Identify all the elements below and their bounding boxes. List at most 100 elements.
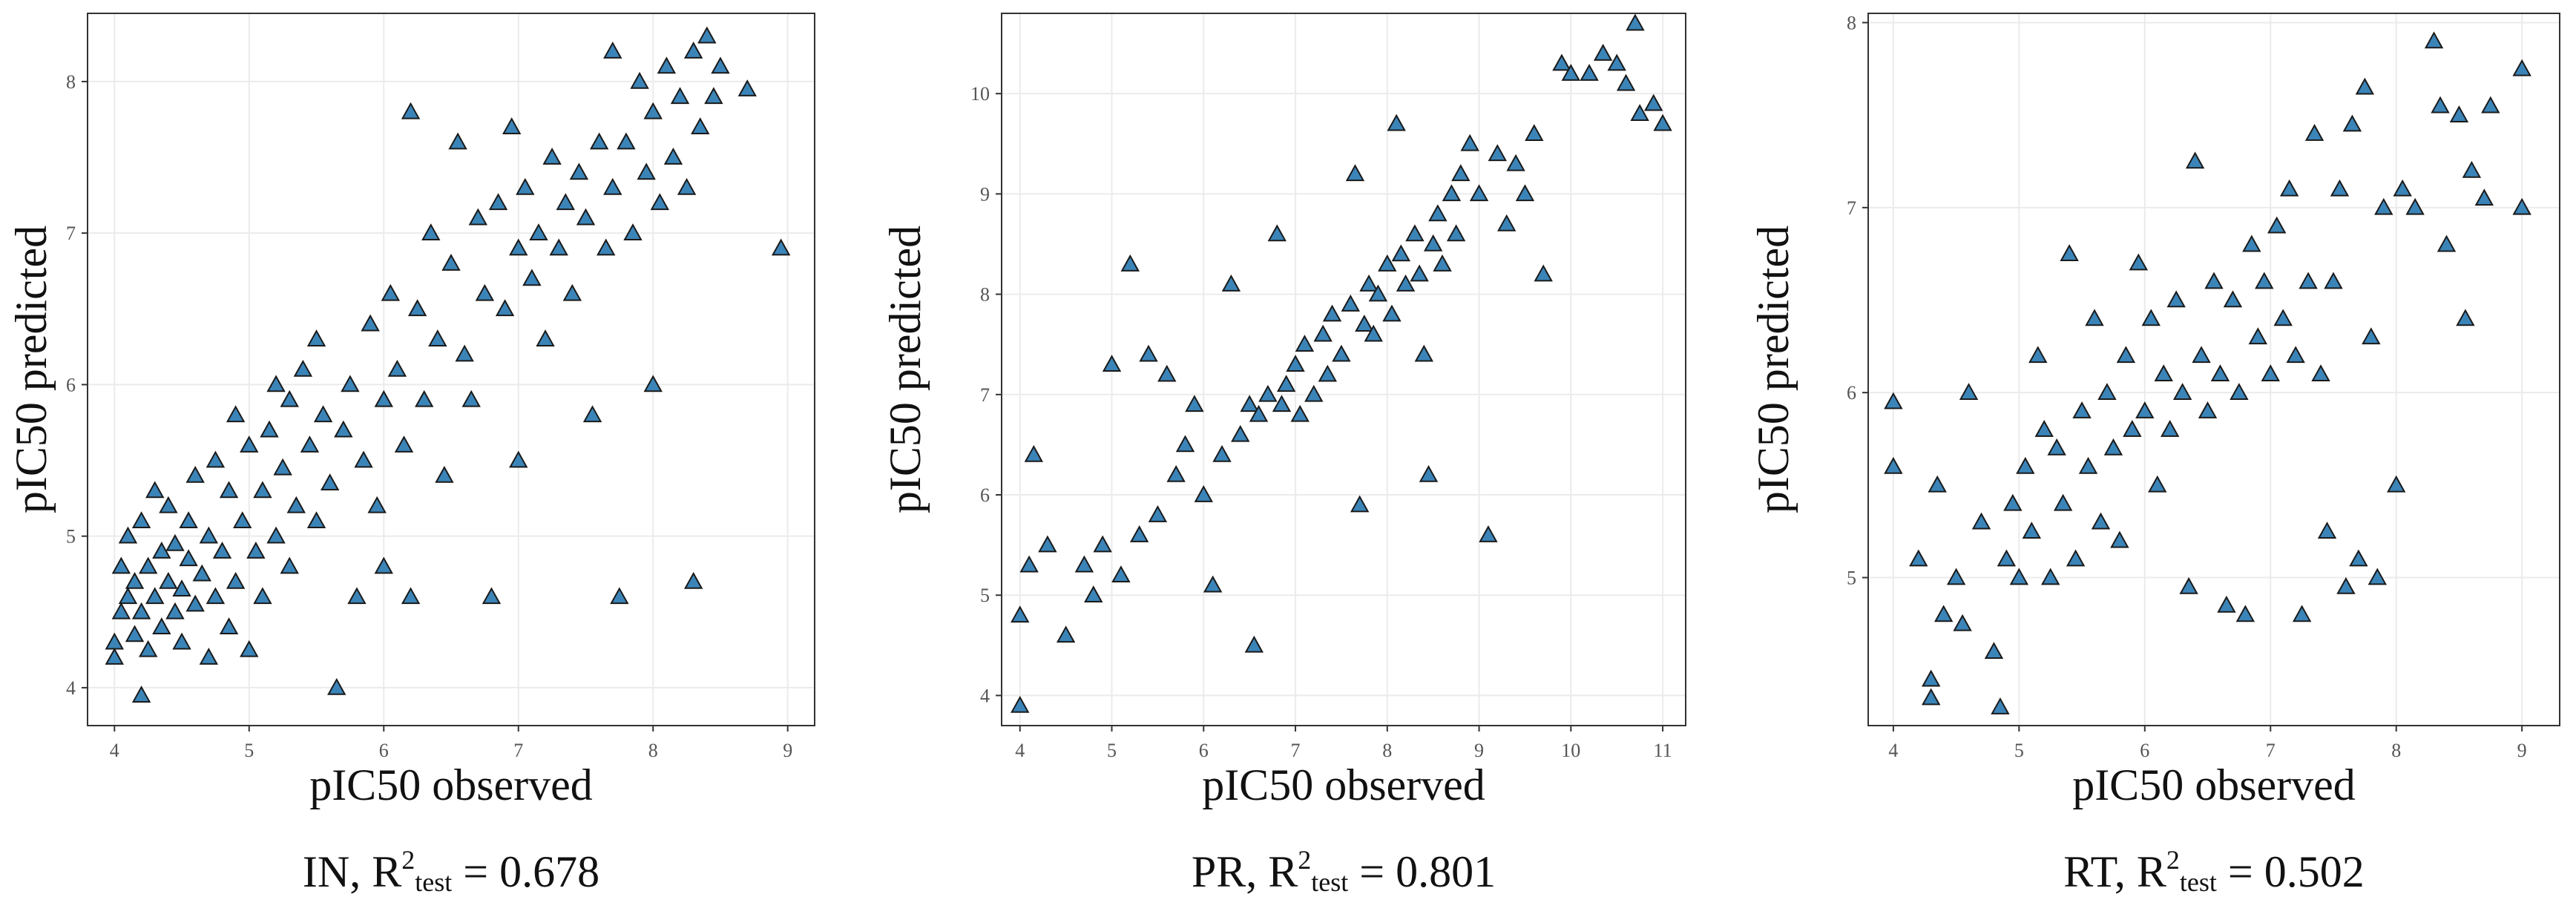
data-point xyxy=(260,420,279,438)
data-point xyxy=(562,283,582,301)
data-point xyxy=(1460,134,1479,151)
data-point xyxy=(1231,424,1250,442)
data-point xyxy=(643,102,663,119)
data-point xyxy=(1630,104,1649,122)
data-point xyxy=(1295,335,1315,352)
data-point xyxy=(2135,401,2155,418)
data-point xyxy=(1221,275,1241,292)
caption-superscript: 2 xyxy=(2166,845,2180,875)
data-point xyxy=(2431,96,2450,114)
data-point xyxy=(1423,234,1443,252)
data-point xyxy=(1997,549,2017,567)
data-point xyxy=(2198,401,2218,418)
data-point xyxy=(199,526,219,544)
data-point xyxy=(401,102,421,119)
data-point xyxy=(1534,264,1553,282)
data-point xyxy=(145,587,165,605)
data-point xyxy=(2267,216,2287,234)
data-point xyxy=(2279,179,2299,197)
data-point xyxy=(1909,549,1928,567)
data-point xyxy=(320,473,340,490)
data-point xyxy=(293,359,313,377)
data-point xyxy=(2261,364,2280,382)
data-point xyxy=(1102,355,1122,372)
x-axis-title: pIC50 observed xyxy=(2072,760,2356,809)
data-point xyxy=(1428,204,1448,222)
caption-value: = 0.502 xyxy=(2217,847,2365,896)
data-point xyxy=(2003,493,2023,511)
data-point xyxy=(589,132,609,150)
x-tick-label: 8 xyxy=(1382,740,1392,761)
data-point xyxy=(1038,535,1057,553)
data-point xyxy=(286,496,306,513)
y-axis-title: pIC50 predicted xyxy=(1749,226,1798,513)
data-point xyxy=(361,314,380,332)
data-point xyxy=(1318,364,1338,382)
data-point xyxy=(152,542,171,559)
panel-caption: PR, R2test = 0.801 xyxy=(1192,845,1496,897)
y-axis-title: pIC50 predicted xyxy=(7,226,56,513)
data-point xyxy=(2009,568,2029,585)
data-point xyxy=(1884,456,1903,474)
data-point xyxy=(138,640,158,657)
data-point xyxy=(253,587,272,605)
data-point xyxy=(1272,395,1292,413)
x-tick-label: 5 xyxy=(2014,740,2024,761)
data-point xyxy=(2512,197,2531,215)
data-point xyxy=(1157,364,1177,382)
data-point xyxy=(597,238,616,256)
data-point xyxy=(1561,64,1581,81)
data-point xyxy=(105,648,124,665)
data-point xyxy=(1258,384,1278,402)
data-point xyxy=(1928,475,1947,493)
data-point xyxy=(670,87,690,105)
caption-subscript: test xyxy=(415,867,452,897)
data-point xyxy=(131,602,151,619)
caption-prefix: RT, R xyxy=(2063,847,2166,896)
data-point xyxy=(226,405,246,423)
data-point xyxy=(1933,605,1954,622)
data-point xyxy=(246,542,266,559)
chart-panel-in: 4 5 6 7 8 9 4 5 6 7 8 pIC50 observed pIC50 predicted… xyxy=(7,13,815,897)
point-series xyxy=(1011,13,1672,713)
x-tick-label: 8 xyxy=(648,740,658,761)
data-point xyxy=(2097,383,2117,400)
data-point xyxy=(1341,295,1360,312)
data-point xyxy=(1332,344,1351,362)
x-axis-title: pIC50 observed xyxy=(1202,760,1485,809)
data-point xyxy=(199,648,219,665)
data-point xyxy=(650,193,669,211)
x-tick-label: 4 xyxy=(1888,740,1898,761)
data-point xyxy=(1276,375,1296,392)
data-point xyxy=(152,617,171,635)
data-point xyxy=(1084,585,1103,603)
data-point xyxy=(185,594,205,612)
data-point xyxy=(1451,164,1471,182)
data-point xyxy=(306,511,326,529)
data-point xyxy=(2091,512,2111,530)
data-point xyxy=(610,587,629,605)
data-point xyxy=(2324,272,2343,289)
data-point xyxy=(2123,419,2142,437)
data-point xyxy=(683,571,703,589)
data-point xyxy=(1414,344,1433,362)
chart-panel-rt: 4 5 6 7 8 9 5 6 7 8 pIC50 observed pIC50 predicted R… xyxy=(1749,12,2560,897)
data-point xyxy=(1345,164,1365,182)
x-tick-label: 7 xyxy=(1291,740,1301,761)
data-point xyxy=(2317,522,2337,539)
data-point xyxy=(2456,309,2475,326)
data-point xyxy=(2255,272,2274,289)
data-point xyxy=(387,359,407,377)
x-tick-label: 8 xyxy=(2391,740,2401,761)
data-point xyxy=(1074,555,1094,573)
data-point xyxy=(2217,595,2236,613)
data-point xyxy=(2449,105,2469,122)
data-point xyxy=(2330,179,2350,197)
data-point xyxy=(381,283,401,301)
x-tick-label: 6 xyxy=(2140,740,2149,761)
data-point xyxy=(1626,13,1645,31)
data-point xyxy=(165,602,185,619)
data-point xyxy=(1368,284,1388,302)
data-point xyxy=(1129,525,1149,542)
caption-superscript: 2 xyxy=(1298,845,1311,875)
